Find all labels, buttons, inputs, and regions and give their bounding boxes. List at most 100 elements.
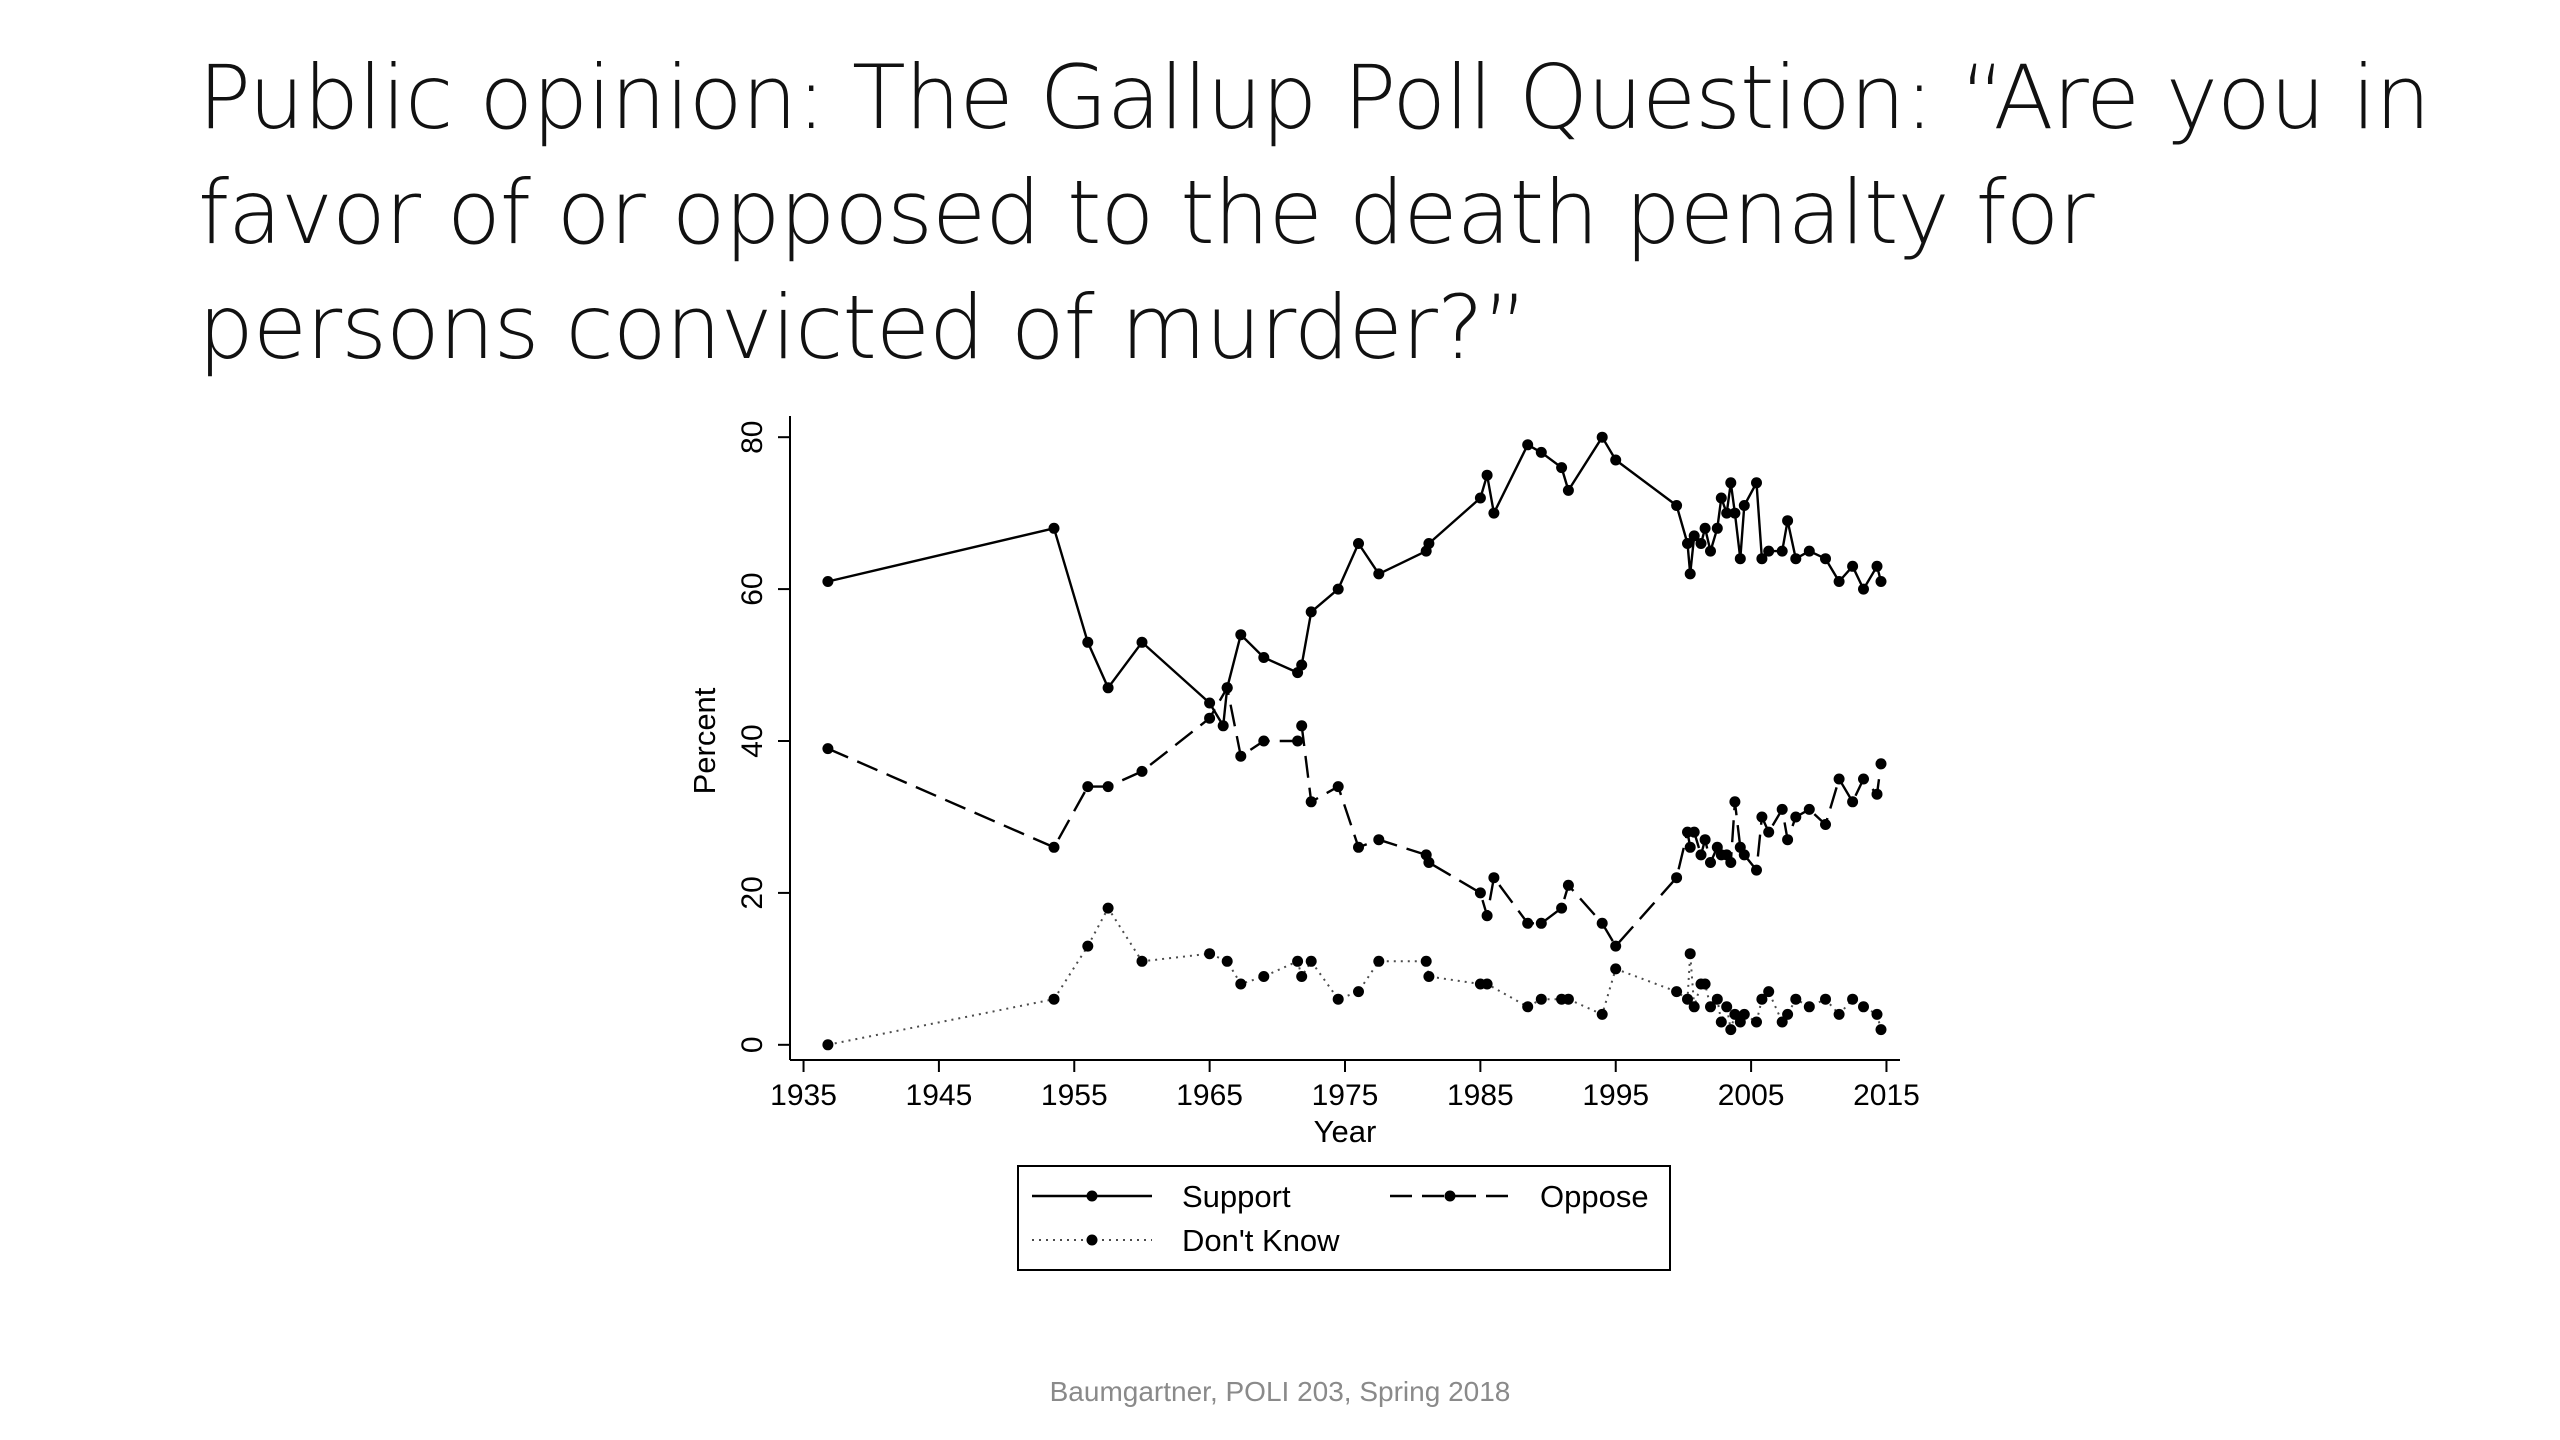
data-point-don-t-know	[1353, 986, 1364, 998]
data-point-don-t-know	[1729, 1008, 1741, 1020]
data-point-don-t-know	[1048, 993, 1060, 1005]
data-point-don-t-know	[1420, 955, 1432, 967]
series-line-support	[827, 436, 1883, 727]
data-point-oppose	[1353, 841, 1364, 853]
series-line-oppose	[827, 686, 1883, 948]
data-point-oppose	[1373, 834, 1385, 846]
legend-marker-support	[1086, 1190, 1098, 1202]
data-point-oppose	[1292, 735, 1304, 747]
series-oppose	[822, 682, 1887, 952]
data-point-don-t-know	[1858, 1001, 1869, 1013]
data-point-support	[1776, 545, 1788, 557]
data-point-don-t-know	[1102, 902, 1114, 914]
data-point-don-t-know	[1725, 1024, 1737, 1036]
data-point-oppose	[1763, 826, 1775, 838]
data-point-don-t-know	[1373, 955, 1385, 967]
x-tick-label: 1935	[770, 1079, 837, 1112]
data-point-oppose	[1751, 864, 1762, 876]
slide-title: Public opinion: The Gallup Poll Question…	[198, 46, 2431, 379]
data-point-don-t-know	[1776, 1016, 1788, 1028]
data-point-oppose	[1082, 781, 1094, 793]
legend-item-support: Support	[1032, 1179, 1291, 1214]
data-point-support	[1082, 636, 1094, 648]
data-point-oppose	[1305, 796, 1317, 808]
data-point-oppose	[1423, 857, 1435, 868]
data-point-oppose	[1705, 857, 1716, 868]
data-point-oppose	[1102, 781, 1114, 793]
series-don-t-know	[822, 902, 1887, 1051]
data-point-oppose	[1481, 910, 1493, 922]
data-point-don-t-know	[1305, 955, 1317, 967]
data-point-don-t-know	[1715, 1016, 1727, 1028]
y-axis-title: Percent	[687, 687, 722, 794]
data-point-don-t-know	[1782, 1008, 1794, 1020]
slide-footer: Baumgartner, POLI 203, Spring 2018	[1049, 1376, 1511, 1407]
x-tick-label: 1985	[1447, 1079, 1514, 1112]
data-point-support	[1871, 560, 1883, 572]
data-point-oppose	[1729, 796, 1741, 808]
data-point-don-t-know	[1671, 986, 1683, 998]
data-point-support	[1833, 576, 1845, 587]
data-point-support	[1684, 568, 1696, 580]
data-point-support	[1682, 538, 1693, 549]
data-point-support	[1782, 515, 1794, 527]
x-tick-label: 1945	[906, 1079, 973, 1112]
data-point-support	[1756, 553, 1768, 565]
data-point-oppose	[1756, 811, 1768, 823]
data-point-don-t-know	[1610, 963, 1622, 975]
data-point-oppose	[1204, 712, 1216, 724]
legend-label-support: Support	[1182, 1179, 1291, 1214]
data-point-support	[1488, 507, 1500, 519]
data-point-don-t-know	[1221, 955, 1233, 967]
x-tick-label: 1995	[1582, 1079, 1649, 1112]
data-point-don-t-know	[1847, 993, 1859, 1005]
data-point-oppose	[1820, 819, 1831, 830]
data-point-don-t-know	[1332, 993, 1344, 1005]
data-point-don-t-know	[1481, 978, 1493, 990]
data-point-oppose	[1488, 872, 1500, 884]
x-axis-title: Year	[1314, 1114, 1377, 1149]
data-point-support	[1763, 545, 1775, 557]
y-tick-label: 40	[736, 724, 769, 757]
data-point-don-t-know	[1820, 993, 1831, 1005]
data-point-don-t-know	[1682, 993, 1693, 1005]
y-tick-label: 60	[736, 572, 769, 605]
data-point-support	[1562, 484, 1574, 496]
data-point-support	[1596, 431, 1608, 443]
data-point-don-t-know	[1803, 1001, 1815, 1013]
data-point-oppose	[1535, 917, 1547, 929]
data-point-don-t-know	[1562, 993, 1574, 1005]
data-point-oppose	[1776, 803, 1788, 815]
x-tick-label: 1955	[1041, 1079, 1108, 1112]
data-point-oppose	[822, 743, 834, 755]
data-point-support	[1858, 583, 1869, 595]
x-tick-label: 1965	[1176, 1079, 1243, 1112]
data-point-support	[1332, 583, 1344, 595]
data-point-oppose	[1699, 834, 1711, 846]
data-point-support	[1711, 522, 1723, 534]
y-tick-label: 0	[736, 1036, 769, 1053]
data-point-support	[1353, 538, 1364, 549]
data-point-support	[1258, 652, 1270, 663]
data-point-oppose	[1610, 940, 1622, 952]
data-point-don-t-know	[1790, 993, 1802, 1005]
data-point-don-t-know	[1721, 1001, 1733, 1013]
data-point-don-t-know	[1738, 1008, 1750, 1020]
data-point-support	[1725, 477, 1737, 489]
data-point-support	[1738, 500, 1750, 511]
y-tick-label: 80	[736, 421, 769, 454]
data-point-don-t-know	[1756, 993, 1768, 1005]
data-point-support	[1136, 636, 1148, 648]
data-point-oppose	[1695, 849, 1707, 861]
data-point-support	[1734, 553, 1746, 565]
data-point-support	[1847, 560, 1859, 572]
legend-label-don-t-know: Don't Know	[1182, 1223, 1340, 1258]
data-point-oppose	[1833, 773, 1845, 785]
data-point-don-t-know	[1875, 1024, 1887, 1036]
data-point-support	[1803, 545, 1815, 557]
data-point-don-t-know	[1522, 1001, 1534, 1013]
data-point-support	[1423, 538, 1435, 549]
data-point-oppose	[1847, 796, 1859, 808]
data-point-support	[1699, 522, 1711, 534]
data-point-don-t-know	[1833, 1008, 1845, 1020]
